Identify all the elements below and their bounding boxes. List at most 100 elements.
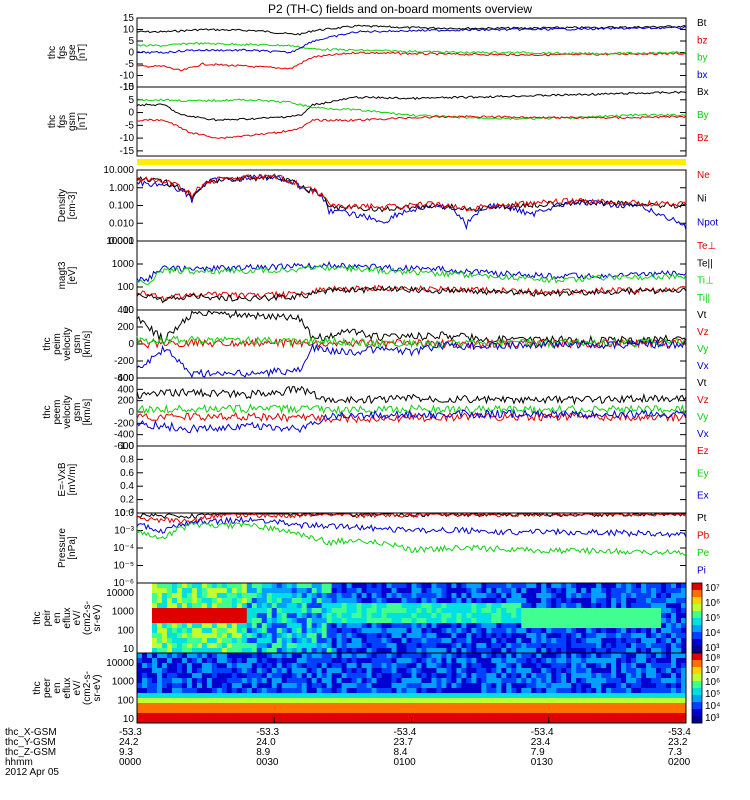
spectrogram-cell — [666, 598, 672, 604]
spectrogram-cell — [611, 623, 617, 629]
spectrogram-cell — [486, 698, 492, 704]
spectrogram-cell — [631, 703, 637, 709]
spectrogram-cell — [306, 693, 313, 699]
spectrogram-cell — [137, 688, 143, 694]
spectrogram-cell — [476, 623, 482, 629]
spectrogram-cell — [351, 633, 358, 639]
spectrogram-cell — [681, 708, 687, 714]
spectrogram-cell — [186, 598, 193, 604]
spectrogram-cell — [296, 608, 303, 614]
spectrogram-cell — [501, 603, 507, 609]
spectrogram-cell — [601, 628, 607, 634]
spectrogram-cell — [636, 613, 642, 619]
spectrogram-cell — [391, 693, 398, 699]
spectrogram-cell — [181, 693, 188, 699]
spectrogram-cell — [476, 683, 482, 689]
spectrogram-cell — [221, 593, 228, 599]
spectrogram-cell — [371, 638, 378, 644]
spectrogram-cell — [541, 638, 547, 644]
spectrogram-cell — [656, 703, 662, 709]
spectrogram-cell — [541, 623, 547, 629]
spectrogram-cell — [411, 598, 417, 604]
spectrogram-cell — [521, 698, 527, 704]
y-tick-label: 100 — [117, 282, 134, 293]
spectrogram-cell — [181, 633, 188, 639]
spectrogram-cell — [381, 658, 388, 664]
spectrogram-cell — [181, 718, 188, 724]
spectrogram-cell — [206, 618, 213, 624]
spectrogram-cell — [221, 623, 228, 629]
spectrogram-cell — [471, 623, 477, 629]
spectrogram-cell — [426, 658, 432, 664]
spectrogram-cell — [371, 628, 378, 634]
spectrogram-cell — [581, 618, 587, 624]
spectrogram-cell — [331, 663, 338, 669]
spectrogram-cell — [261, 688, 268, 694]
spectrogram-cell — [656, 593, 662, 599]
spectrogram-cell — [201, 583, 208, 589]
series-Vx — [136, 339, 687, 379]
spectrogram-cell — [276, 583, 283, 589]
spectrogram-cell — [306, 688, 313, 694]
spectrogram-cell — [631, 688, 637, 694]
spectrogram-cell — [561, 618, 567, 624]
spectrogram-cell — [541, 628, 547, 634]
spectrogram-cell — [211, 708, 218, 714]
spectrogram-cell — [466, 653, 472, 659]
spectrogram-cell — [551, 673, 557, 679]
spectrogram-cell — [386, 658, 393, 664]
spectrogram-cell — [161, 583, 168, 589]
spectrogram-cell — [481, 638, 487, 644]
spectrogram-cell — [321, 583, 328, 589]
spectrogram-cell — [361, 628, 368, 634]
spectrogram-cell — [256, 693, 263, 699]
spectrogram-cell — [406, 688, 412, 694]
spectrogram-cell — [681, 658, 687, 664]
spectrogram-cell — [551, 648, 557, 654]
spectrogram-cell — [411, 668, 417, 674]
spectrogram-cell — [241, 678, 248, 684]
spectrogram-cell — [676, 673, 682, 679]
spectrogram-cell — [631, 633, 637, 639]
spectrogram-cell — [151, 638, 158, 644]
spectrogram-cell — [326, 623, 333, 629]
spectrogram-cell — [561, 648, 567, 654]
spectrogram-cell — [431, 628, 437, 634]
spectrogram-cell — [416, 673, 422, 679]
spectrogram-cell — [481, 668, 487, 674]
spectrogram-cell — [561, 653, 567, 659]
spectrogram-cell — [416, 648, 422, 654]
spectrogram-cell — [486, 703, 492, 709]
spectrogram-cell — [656, 658, 662, 664]
spectrogram-cell — [671, 718, 677, 724]
spectrogram-cell — [596, 698, 602, 704]
spectrogram-cell — [316, 648, 323, 654]
spectrogram-cell — [446, 593, 452, 599]
spectrogram-cell — [506, 603, 512, 609]
spectrogram-cell — [226, 648, 233, 654]
spectrogram-cell — [546, 623, 552, 629]
spectrogram-cell — [296, 633, 303, 639]
spectrogram-cell — [441, 618, 447, 624]
spectrogram-cell — [336, 588, 343, 594]
spectrogram-cell — [521, 598, 527, 604]
y-axis-label: [cm-3] — [67, 191, 78, 219]
spectrogram-cell — [146, 688, 153, 694]
spectrogram-cell — [561, 623, 567, 629]
spectrogram-cell — [451, 673, 457, 679]
spectrogram-cell — [451, 663, 457, 669]
spectrogram-cell — [171, 633, 178, 639]
legend-entry: Vz — [697, 395, 709, 406]
spectrogram-cell — [396, 653, 403, 659]
spectrogram-cell — [341, 708, 348, 714]
spectrogram-cell — [226, 643, 233, 649]
spectrogram-cell — [391, 643, 398, 649]
spectrogram-cell — [501, 588, 507, 594]
spectrogram-cell — [206, 593, 213, 599]
spectrogram-cell — [351, 598, 358, 604]
spectrogram-cell — [536, 633, 542, 639]
spectrogram-cell — [616, 698, 622, 704]
spectrogram-cell — [251, 638, 258, 644]
